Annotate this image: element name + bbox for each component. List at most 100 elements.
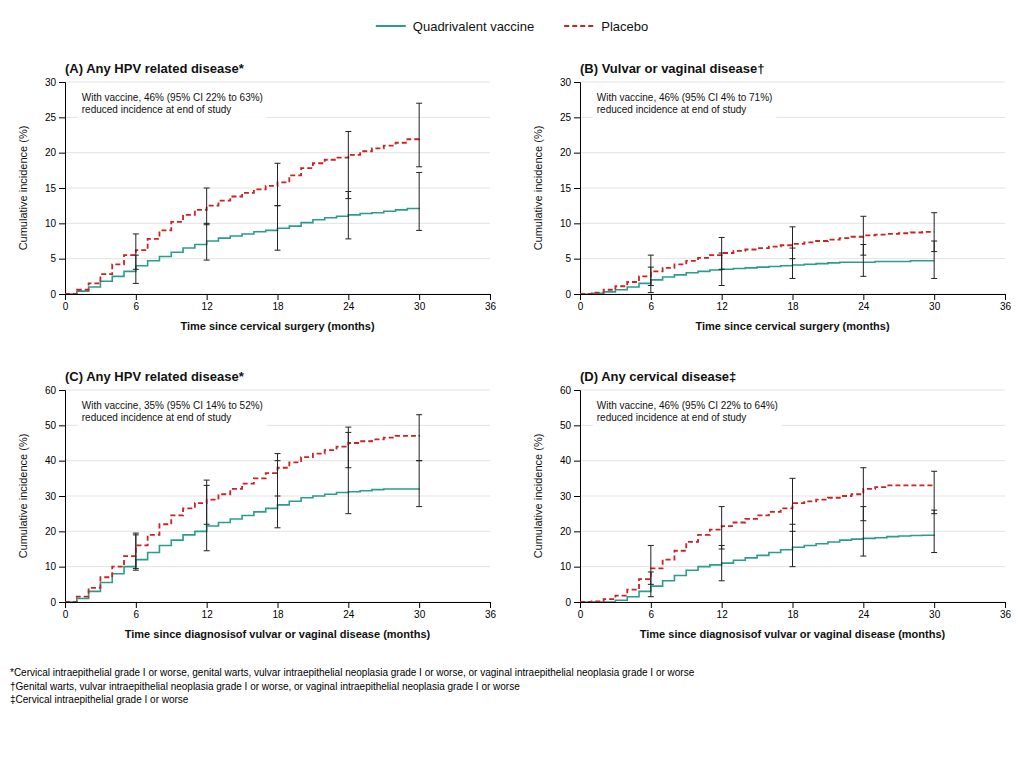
tick-label: 5 <box>50 253 56 264</box>
x-tick: 6 <box>134 294 140 312</box>
x-tick: 0 <box>63 294 69 312</box>
error-bar <box>860 468 866 521</box>
tick-mark <box>59 153 65 154</box>
annotation-line: reduced incidence at end of study <box>597 412 747 423</box>
tick-label: 25 <box>45 112 57 123</box>
tick-mark <box>59 425 65 426</box>
tick-label: 12 <box>202 301 214 312</box>
tick-mark <box>934 294 935 300</box>
grid-line <box>65 152 490 153</box>
tick-label: 30 <box>560 491 572 502</box>
tick-label: 30 <box>560 77 572 88</box>
axis-domain <box>66 295 491 301</box>
tick-mark <box>1005 294 1006 300</box>
x-tick: 18 <box>787 294 799 312</box>
grid-line <box>580 223 1005 224</box>
tick-mark <box>574 294 580 295</box>
x-tick: 30 <box>929 294 941 312</box>
error-bar <box>719 545 725 580</box>
tick-mark <box>59 567 65 568</box>
x-tick: 6 <box>649 602 655 620</box>
plot-area <box>65 103 422 294</box>
grid <box>580 390 1005 602</box>
tick-label: 10 <box>45 561 57 572</box>
y-tick: 25 <box>560 112 580 123</box>
error-bar <box>416 103 422 167</box>
tick-label: 12 <box>717 301 729 312</box>
series-line <box>580 485 934 602</box>
series-line <box>65 488 419 602</box>
annotation: With vaccine, 46% (95% CI 22% to 64%)red… <box>593 397 782 426</box>
x-tick: 30 <box>414 602 426 620</box>
y-axis: 0102030405060 <box>560 385 581 608</box>
tick-mark <box>574 496 580 497</box>
x-tick: 6 <box>134 602 140 620</box>
tick-label: 40 <box>45 455 57 466</box>
error-bar <box>860 216 866 255</box>
x-tick: 30 <box>929 602 941 620</box>
x-tick: 6 <box>649 294 655 312</box>
x-axis-title: Time since cervical surgery (months) <box>695 320 890 332</box>
error-bar <box>275 454 281 496</box>
grid <box>580 82 1005 294</box>
tick-mark <box>207 294 208 300</box>
error-bar <box>133 533 139 568</box>
tick-mark <box>574 531 580 532</box>
y-tick: 40 <box>45 455 65 466</box>
y-axis-title: Cumulative incidence (%) <box>17 434 29 559</box>
tick-label: 0 <box>578 301 584 312</box>
tick-mark <box>934 602 935 608</box>
legend: Quadrivalent vaccinePlacebo <box>376 19 648 34</box>
x-tick: 18 <box>272 294 284 312</box>
y-tick: 20 <box>560 147 580 158</box>
annotation-line: With vaccine, 46% (95% CI 22% to 63%) <box>82 92 263 103</box>
y-tick: 15 <box>560 183 580 194</box>
annotation-box <box>78 89 267 118</box>
tick-label: 0 <box>578 609 584 620</box>
tick-mark <box>793 294 794 300</box>
grid-line <box>580 460 1005 461</box>
tick-label: 24 <box>343 609 355 620</box>
tick-label: 60 <box>560 385 572 396</box>
tick-label: 10 <box>560 218 572 229</box>
tick-label: 5 <box>565 253 571 264</box>
tick-label: 60 <box>45 385 57 396</box>
x-axis: 061218243036 <box>63 602 497 620</box>
tick-mark <box>419 602 420 608</box>
tick-label: 0 <box>565 597 571 608</box>
tick-mark <box>59 602 65 603</box>
y-tick: 60 <box>45 385 65 396</box>
error-bar <box>416 172 422 230</box>
tick-label: 36 <box>485 609 497 620</box>
panel-title: (D) Any cervical disease‡ <box>580 369 736 384</box>
x-tick: 12 <box>717 294 729 312</box>
grid-line <box>65 390 490 391</box>
y-tick: 30 <box>45 77 65 88</box>
x-tick: 24 <box>858 602 870 620</box>
tick-mark <box>207 602 208 608</box>
y-tick: 10 <box>45 561 65 572</box>
annotation-box <box>593 397 782 426</box>
tick-mark <box>863 602 864 608</box>
error-bar <box>648 255 654 285</box>
tick-label: 24 <box>858 609 870 620</box>
panel-title: (C) Any HPV related disease* <box>65 369 245 384</box>
y-tick: 50 <box>560 420 580 431</box>
footnotes: *Cervical intraepithelial grade I or wor… <box>10 667 695 705</box>
tick-mark <box>136 602 137 608</box>
tick-mark <box>419 294 420 300</box>
x-axis: 061218243036 <box>63 294 497 312</box>
tick-label: 20 <box>560 147 572 158</box>
tick-label: 36 <box>485 301 497 312</box>
tick-mark <box>574 259 580 260</box>
annotation: With vaccine, 35% (95% CI 14% to 52%)red… <box>78 397 267 426</box>
tick-label: 25 <box>560 112 572 123</box>
tick-label: 0 <box>50 289 56 300</box>
tick-label: 30 <box>929 609 941 620</box>
x-tick: 12 <box>202 294 214 312</box>
x-tick: 12 <box>202 602 214 620</box>
annotation-line: reduced incidence at end of study <box>82 412 232 423</box>
error-bar <box>719 507 725 549</box>
axis-domain <box>581 295 1006 301</box>
tick-label: 30 <box>45 77 57 88</box>
